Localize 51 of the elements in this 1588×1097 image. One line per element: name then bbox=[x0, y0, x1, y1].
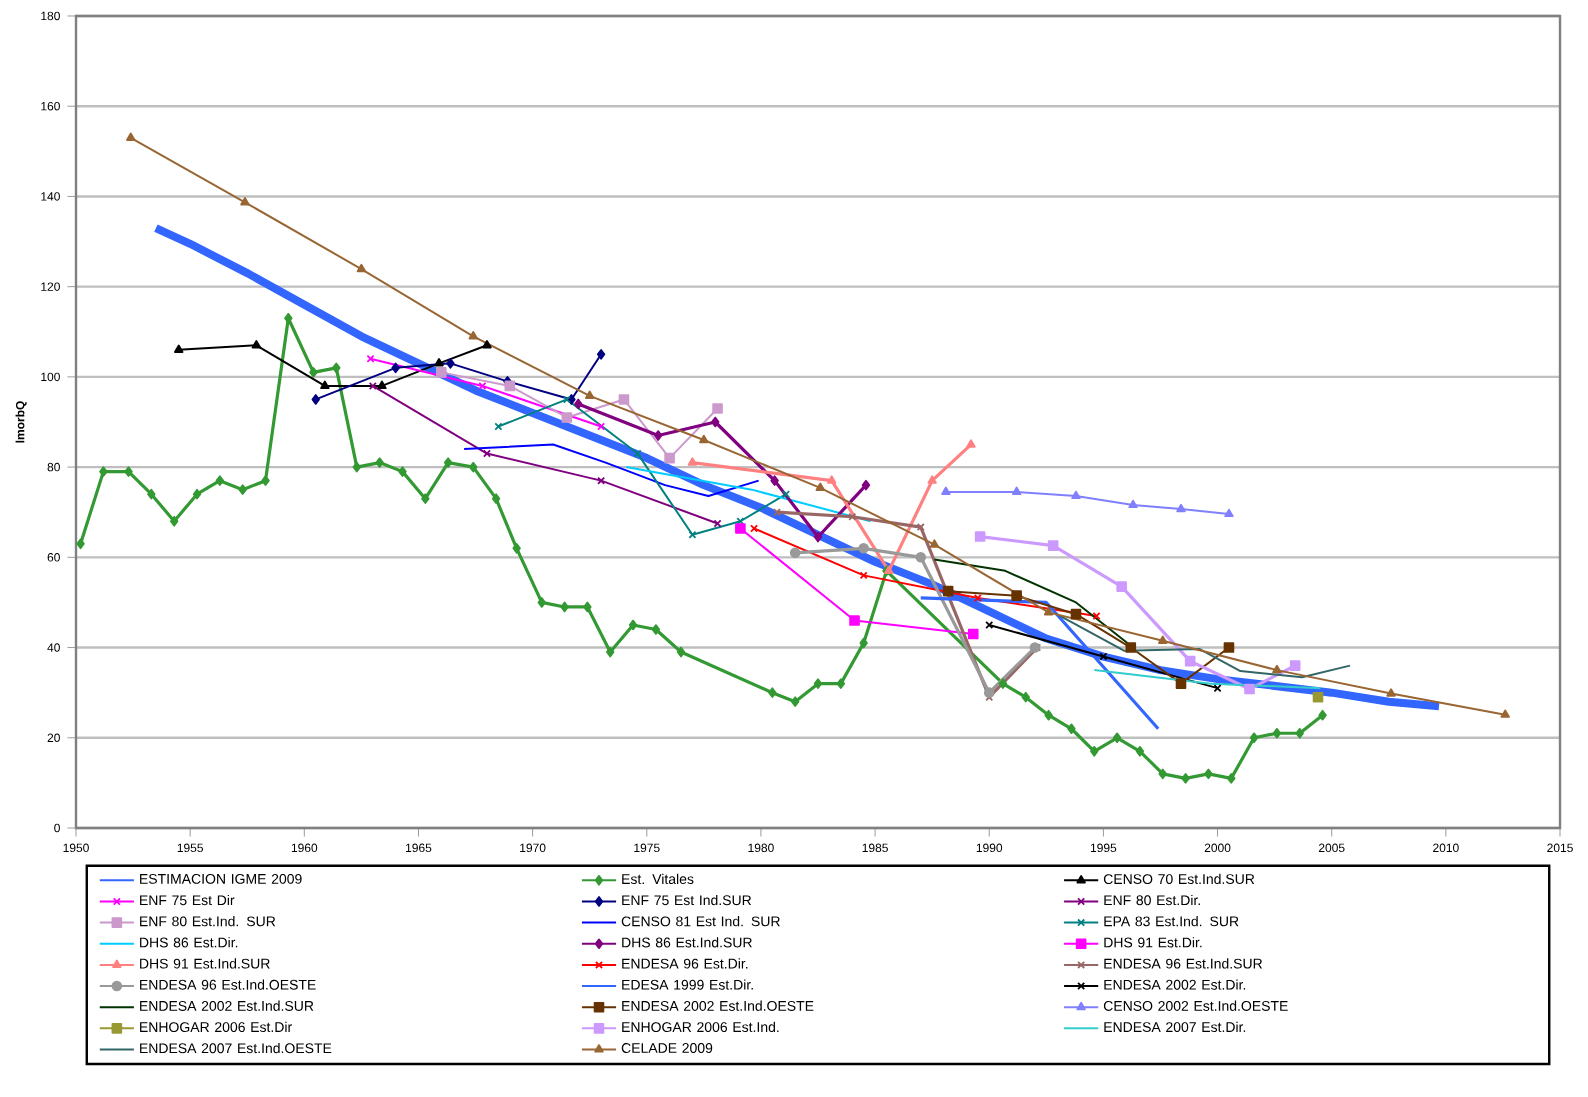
x-tick-label: 2015 bbox=[1547, 843, 1573, 853]
y-tick-label: 80 bbox=[47, 462, 60, 472]
legend-label: ENHOGAR 2006 Est.Ind. bbox=[622, 1021, 779, 1033]
legend-label: ENDESA 96 Est.Dir. bbox=[622, 958, 748, 969]
x-tick-label: 1995 bbox=[1090, 843, 1117, 853]
x-tick-label: 1965 bbox=[406, 843, 432, 853]
legend-label: ENDESA 2002 Est.Ind.OESTE bbox=[622, 1000, 814, 1011]
legend-label: EDESA 1999 Est.Dir. bbox=[622, 979, 753, 990]
y-tick-label: 160 bbox=[41, 101, 60, 111]
legend-label: ENF 75 Est Ind.SUR bbox=[622, 894, 752, 906]
legend-label: CENSO 2002 Est.Ind.OESTE bbox=[1103, 1000, 1288, 1011]
legend-label: CENSO 70 Est.Ind.SUR bbox=[1103, 873, 1255, 885]
y-tick-label: 180 bbox=[41, 11, 60, 21]
legend-label: DHS 86 Est.Dir. bbox=[140, 937, 238, 948]
legend-label: ENDESA 96 Est.Ind.OESTE bbox=[140, 979, 316, 990]
x-tick-label: 2005 bbox=[1318, 843, 1345, 853]
legend-label: ENF 80 Est.Dir. bbox=[1104, 894, 1200, 906]
x-tick-label: 1980 bbox=[748, 843, 774, 853]
y-tick-label: 100 bbox=[41, 372, 60, 382]
legend-label: ESTIMACION IGME 2009 bbox=[140, 873, 302, 884]
legend-label: ENDESA 2002 Est.Ind.SUR bbox=[140, 1000, 314, 1011]
x-tick-label: 2000 bbox=[1204, 843, 1231, 853]
legend-label: Est. Vitales bbox=[622, 873, 694, 885]
legend-label: DHS 91 Est.Dir. bbox=[1104, 937, 1202, 948]
y-tick-label: 60 bbox=[47, 553, 60, 562]
legend-label: ENDESA 2007 Est.Ind.OESTE bbox=[140, 1042, 332, 1054]
y-tick-label: 20 bbox=[47, 733, 60, 743]
x-tick-label: 1955 bbox=[177, 843, 203, 853]
x-tick-label: 1985 bbox=[862, 843, 888, 853]
x-tick-label: 2010 bbox=[1433, 843, 1459, 853]
legend-label: CENSO 81 Est Ind. SUR bbox=[621, 916, 780, 927]
legend-label: EPA 83 Est.Ind. SUR bbox=[1104, 916, 1239, 927]
legend-label: DHS 91 Est.Ind.SUR bbox=[140, 958, 270, 969]
x-tick-label: 1990 bbox=[976, 843, 1003, 853]
legend-label: CELADE 2009 bbox=[621, 1043, 713, 1053]
y-tick-label: 140 bbox=[41, 192, 60, 201]
legend-label: ENF 75 Est Dir bbox=[140, 894, 235, 906]
y-tick-label: 120 bbox=[41, 282, 60, 291]
legend-label: ENHOGAR 2006 Est.Dir bbox=[140, 1021, 292, 1033]
x-tick-label: 1970 bbox=[520, 843, 546, 853]
legend-label: ENDESA 96 Est.Ind.SUR bbox=[1104, 958, 1263, 969]
y-tick-label: 40 bbox=[47, 643, 60, 652]
x-tick-label: 1975 bbox=[634, 843, 660, 853]
y-tick-label: 0 bbox=[54, 823, 60, 833]
x-tick-label: 1950 bbox=[63, 843, 89, 853]
legend-label: ENDESA 2002 Est.Dir. bbox=[1104, 979, 1246, 990]
legend-label: ENF 80 Est.Ind. SUR bbox=[140, 916, 276, 927]
legend-label: DHS 86 Est.Ind.SUR bbox=[622, 937, 752, 948]
y-axis-title: lmorbQ bbox=[15, 401, 27, 443]
legend-label: ENDESA 2007 Est.Dir. bbox=[1104, 1021, 1246, 1033]
x-tick-label: 1960 bbox=[291, 843, 318, 853]
